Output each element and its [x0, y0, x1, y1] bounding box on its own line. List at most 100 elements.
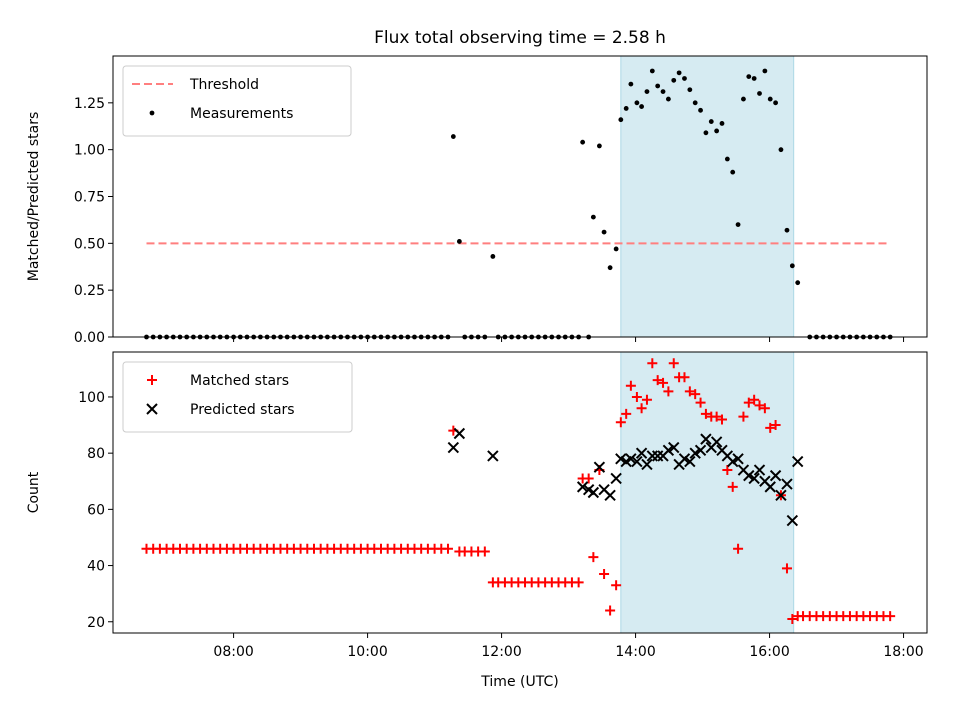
data-point — [607, 265, 613, 271]
legend-label: Matched stars — [190, 373, 289, 389]
y-tick-label: 0.25 — [74, 283, 105, 299]
data-point — [631, 455, 643, 468]
y-tick-label: 20 — [87, 615, 105, 631]
data-point — [762, 68, 768, 74]
x-axis-label: Time (UTC) — [480, 674, 558, 690]
data-point — [778, 147, 784, 153]
data-point — [732, 453, 744, 465]
data-point — [700, 433, 712, 445]
y-tick-label: 0.00 — [74, 330, 105, 346]
legend: Matched stars Predicted stars — [122, 361, 353, 433]
legend-label: Threshold — [189, 77, 259, 93]
data-point — [573, 577, 584, 588]
data-point — [655, 83, 661, 89]
data-point — [748, 472, 760, 485]
data-point — [636, 403, 647, 414]
data-point — [678, 453, 691, 465]
data-point — [576, 481, 589, 493]
x-tick-label: 16:00 — [749, 644, 789, 660]
data-point — [456, 239, 462, 244]
data-point — [885, 611, 896, 622]
data-point — [773, 100, 778, 106]
data-point — [611, 580, 622, 591]
data-point — [610, 472, 622, 485]
data-point — [631, 391, 642, 402]
data-point — [749, 394, 760, 405]
data-point — [684, 455, 696, 468]
y-tick-label: 100 — [78, 390, 105, 406]
data-point — [711, 411, 722, 422]
data-point — [641, 394, 652, 405]
data-point — [727, 481, 738, 492]
series-matched-stars — [141, 358, 896, 624]
data-point — [719, 121, 725, 126]
data-point — [663, 386, 674, 397]
data-point — [694, 444, 707, 457]
data-point — [770, 420, 781, 431]
data-point — [682, 76, 687, 81]
data-point — [784, 227, 790, 233]
data-point — [781, 563, 792, 574]
y-tick-label: 1.25 — [74, 96, 105, 112]
y-tick-label: 40 — [87, 559, 105, 575]
data-point — [605, 605, 616, 616]
y-tick-label: 1.00 — [74, 143, 105, 159]
x-tick-label: 10:00 — [347, 644, 387, 660]
data-point — [447, 441, 460, 454]
data-point — [714, 128, 720, 134]
star-count-panel: 20 40 60 80 100 08:00 10:00 12:00 14:00 16:00 18:0… — [26, 351, 928, 690]
axes-frame — [112, 351, 928, 634]
data-point — [618, 117, 624, 123]
y-axis-label: Matched/Predicted stars — [26, 112, 42, 282]
data-point — [743, 397, 754, 408]
data-point — [639, 104, 644, 109]
data-point — [665, 96, 671, 102]
y-tick-label: 0.50 — [74, 236, 105, 252]
data-point — [641, 458, 653, 471]
y-tick-label: 60 — [87, 502, 105, 518]
y-tick-label: 0.75 — [74, 190, 105, 206]
legend-label: Measurements — [190, 106, 293, 122]
data-point — [658, 377, 669, 388]
data-point — [769, 469, 782, 482]
data-point — [786, 514, 799, 527]
data-point — [757, 91, 762, 96]
x-tick-label: 18:00 — [883, 644, 923, 660]
data-point — [690, 389, 701, 400]
data-point — [703, 130, 709, 136]
data-point — [754, 400, 765, 411]
data-point — [487, 450, 499, 462]
data-point — [652, 375, 663, 386]
data-point — [599, 568, 610, 579]
data-point — [698, 107, 703, 113]
data-point — [615, 417, 626, 428]
data-point — [644, 89, 650, 94]
data-point — [775, 489, 787, 502]
x-tick-label: 14:00 — [615, 644, 655, 660]
data-point — [596, 143, 602, 149]
legend-box — [122, 361, 353, 433]
legend-marker — [149, 110, 155, 116]
data-point — [676, 70, 682, 76]
data-point — [765, 422, 776, 433]
legend-label: Predicted stars — [190, 402, 295, 418]
legend-marker — [147, 375, 157, 385]
data-point — [604, 489, 616, 502]
data-point — [453, 427, 466, 440]
observing-span — [620, 351, 795, 634]
data-point — [601, 229, 607, 235]
data-point — [687, 87, 693, 93]
data-point — [613, 246, 619, 252]
data-point — [716, 414, 727, 425]
data-point — [628, 81, 634, 87]
data-point — [623, 106, 629, 111]
data-point — [679, 372, 690, 383]
legend: Threshold Measurements — [122, 65, 352, 137]
data-point — [442, 543, 453, 554]
data-point — [695, 397, 706, 408]
data-point — [593, 461, 606, 473]
data-point — [724, 156, 730, 162]
data-point — [660, 89, 666, 94]
data-point — [580, 139, 586, 145]
